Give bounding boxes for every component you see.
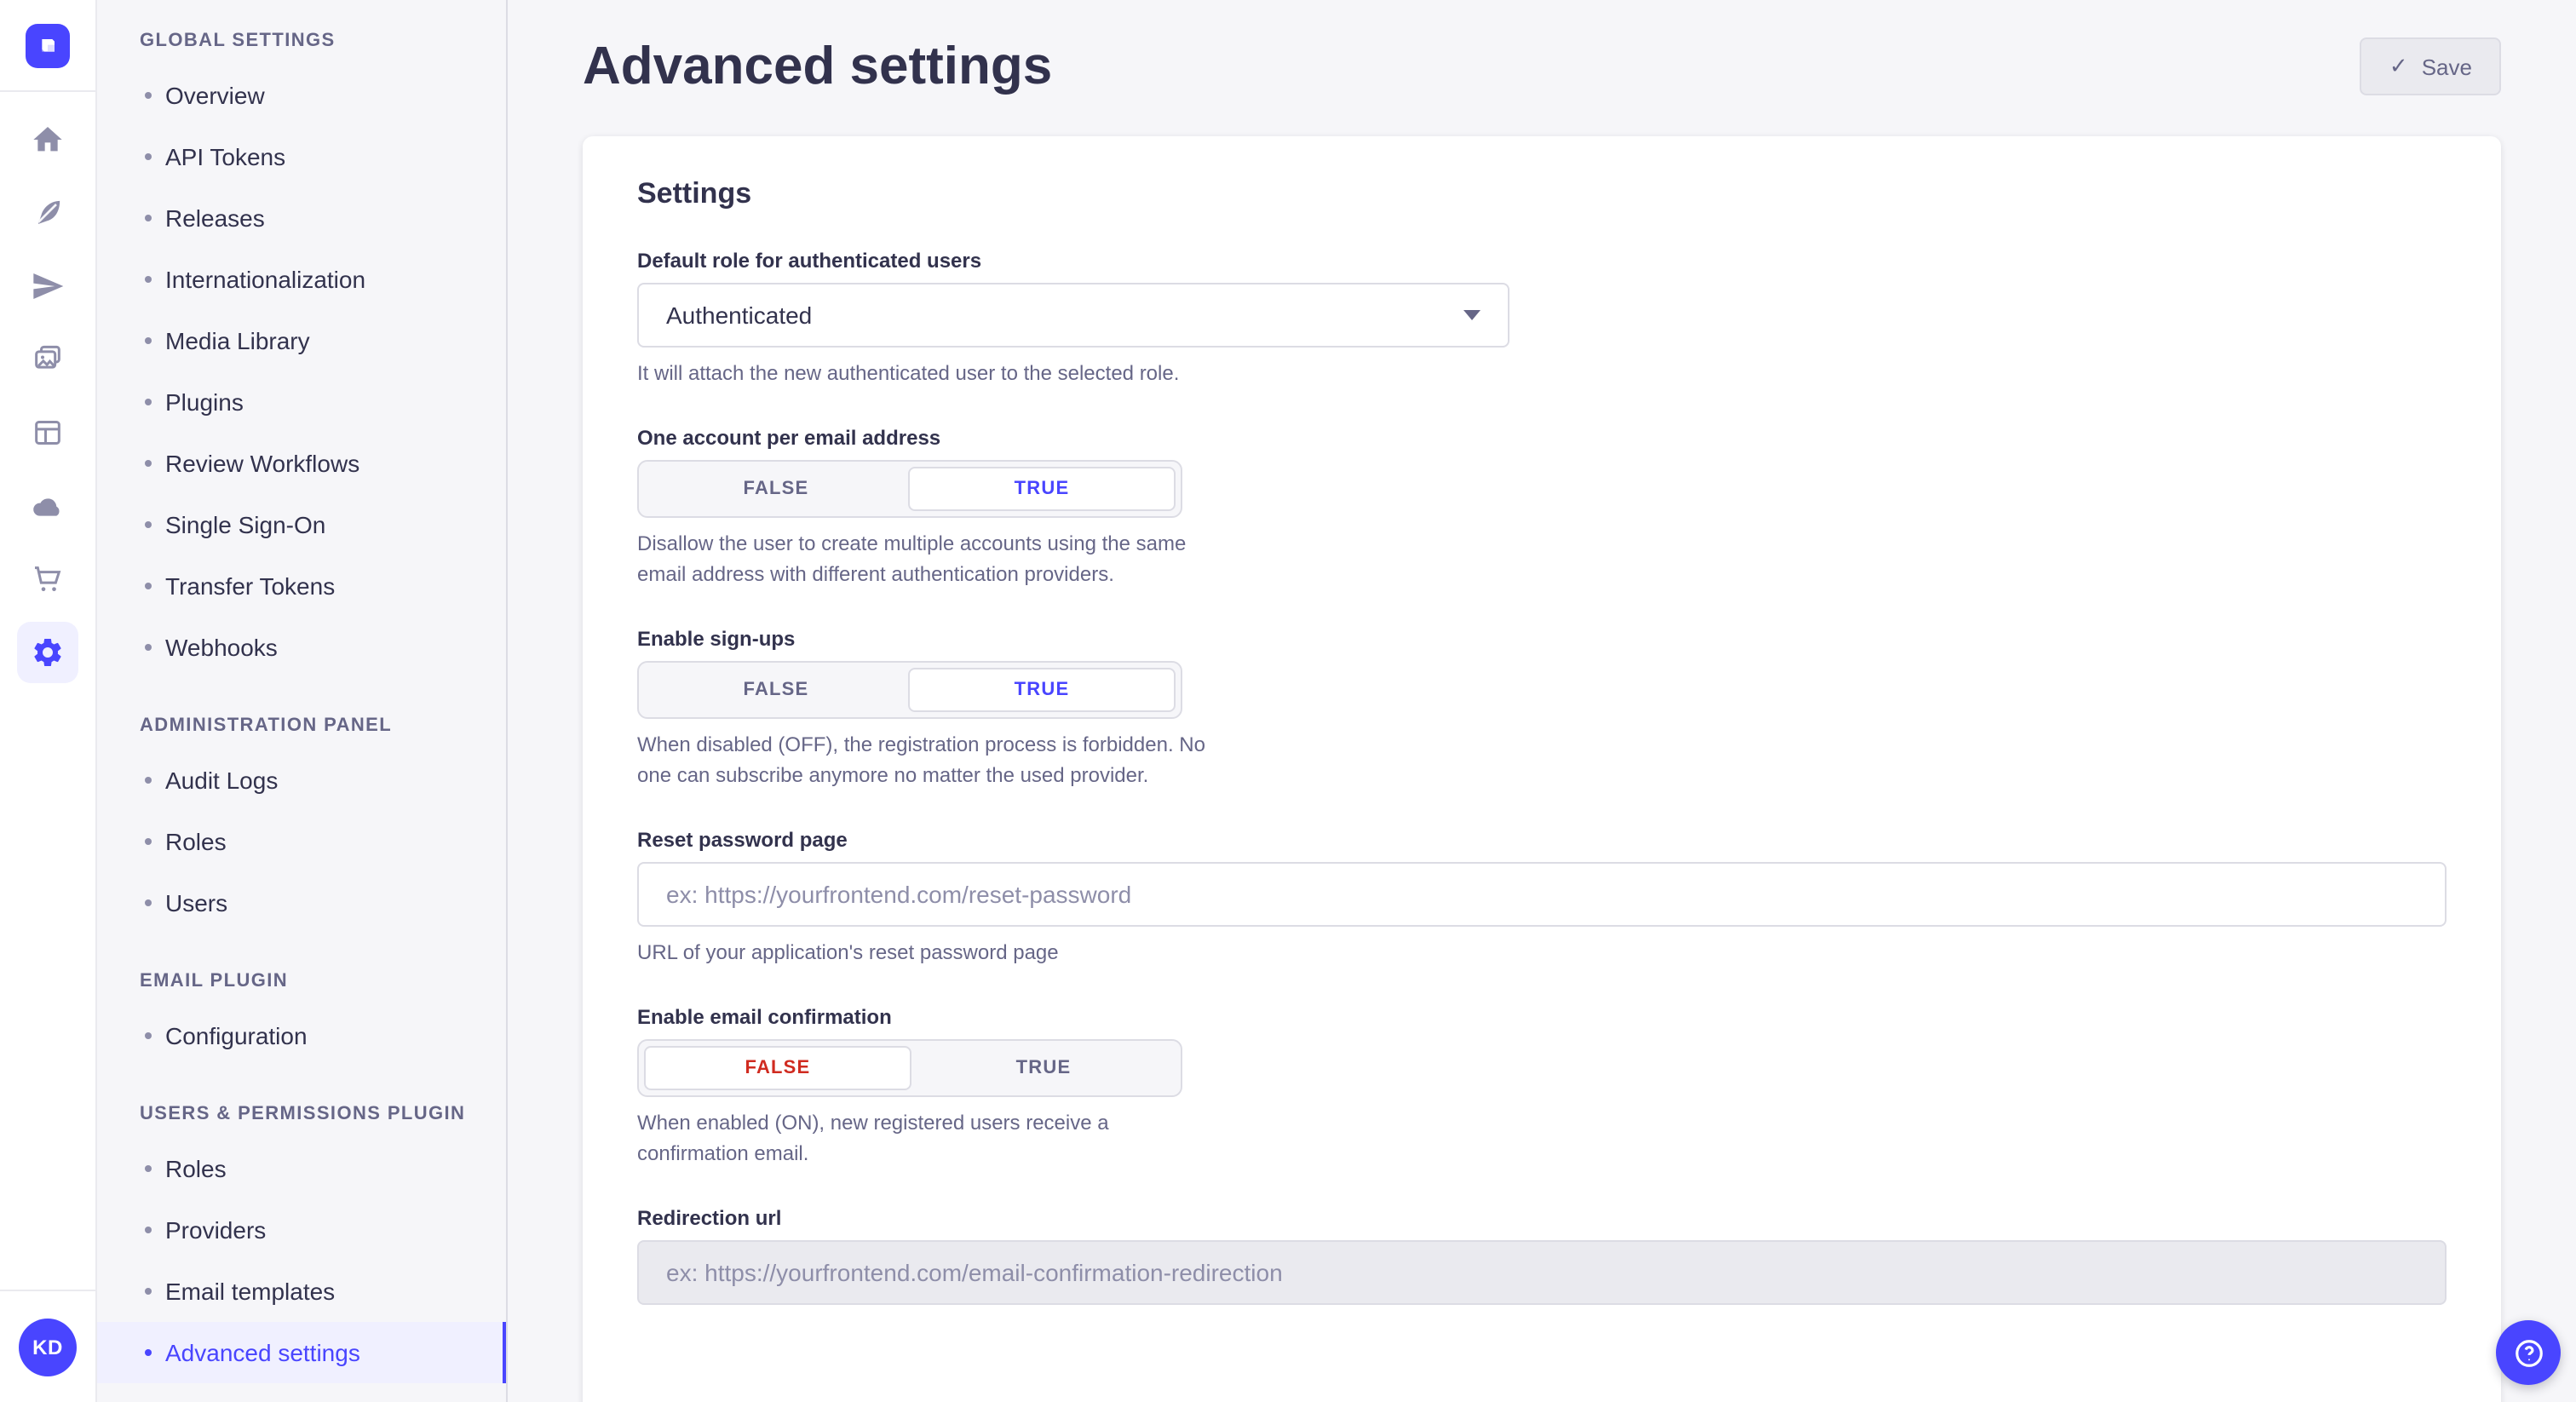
field-hint: When enabled (ON), new registered users … — [637, 1111, 1109, 1165]
settings-subnav: GLOBAL SETTINGS Overview API Tokens Rele… — [95, 0, 508, 1402]
sidebar-item-email-configuration[interactable]: Configuration — [95, 1005, 506, 1066]
subnav-section-title: USERS & PERMISSIONS PLUGIN — [140, 1104, 466, 1124]
field-default-role: Default role for authenticated users Aut… — [637, 249, 2447, 389]
check-icon: ✓ — [2389, 53, 2408, 78]
subnav-section-title: ADMINISTRATION PANEL — [140, 715, 393, 736]
cart-icon[interactable] — [17, 549, 78, 610]
sidebar-item-up-advanced-settings[interactable]: Advanced settings — [95, 1322, 506, 1383]
email-confirmation-false-option[interactable]: FALSE — [644, 1046, 911, 1091]
field-one-account: One account per email address FALSE TRUE… — [637, 427, 2447, 590]
settings-gear-icon[interactable] — [17, 622, 78, 683]
sidebar-item-admin-users[interactable]: Users — [95, 872, 506, 934]
icon-rail: KD — [0, 0, 97, 1402]
one-account-toggle: FALSE TRUE — [637, 460, 1182, 519]
sidebar-item-api-tokens[interactable]: API Tokens — [95, 126, 506, 187]
main-content: Advanced settings ✓ Save Settings Defaul… — [508, 0, 2576, 1402]
strapi-logo-icon[interactable] — [26, 23, 70, 67]
settings-card: Settings Default role for authenticated … — [583, 136, 2501, 1402]
sidebar-item-media-library[interactable]: Media Library — [95, 310, 506, 371]
media-images-icon[interactable] — [17, 329, 78, 390]
question-mark-icon — [2515, 1339, 2542, 1366]
field-label: One account per email address — [637, 426, 941, 451]
field-hint: URL of your application's reset password… — [637, 939, 1059, 964]
field-hint: When disabled (OFF), the registration pr… — [637, 733, 1205, 787]
reset-password-input[interactable] — [637, 861, 2447, 927]
subnav-section-title: EMAIL PLUGIN — [140, 971, 289, 991]
send-icon[interactable] — [17, 256, 78, 317]
layout-icon[interactable] — [17, 402, 78, 463]
sidebar-item-admin-roles[interactable]: Roles — [95, 811, 506, 872]
sidebar-item-transfer-tokens[interactable]: Transfer Tokens — [95, 555, 506, 617]
rail-bottom: KD — [0, 1290, 95, 1402]
field-reset-password: Reset password page URL of your applicat… — [637, 828, 2447, 968]
redirection-url-input[interactable] — [637, 1240, 2447, 1306]
sidebar-item-plugins[interactable]: Plugins — [95, 371, 506, 433]
sidebar-item-up-roles[interactable]: Roles — [95, 1138, 506, 1199]
logo-container — [0, 0, 95, 92]
sidebar-item-single-sign-on[interactable]: Single Sign-On — [95, 494, 506, 555]
field-hint: It will attach the new authenticated use… — [637, 361, 1180, 385]
email-confirmation-true-option[interactable]: TRUE — [1015, 1058, 1072, 1079]
sidebar-item-audit-logs[interactable]: Audit Logs — [95, 750, 506, 811]
page-title: Advanced settings — [583, 36, 1053, 95]
save-button-label: Save — [2421, 54, 2472, 79]
page-header: Advanced settings ✓ Save — [583, 0, 2501, 106]
chevron-down-icon — [1463, 310, 1481, 320]
field-label: Enable sign-ups — [637, 627, 796, 652]
sidebar-item-up-providers[interactable]: Providers — [95, 1199, 506, 1261]
select-value: Authenticated — [666, 302, 813, 329]
help-button[interactable] — [2496, 1320, 2561, 1385]
field-label: Redirection url — [637, 1206, 782, 1231]
email-confirmation-toggle: FALSE TRUE — [637, 1039, 1182, 1098]
field-label: Default role for authenticated users — [637, 249, 982, 273]
field-email-confirmation: Enable email confirmation FALSE TRUE Whe… — [637, 1006, 2447, 1169]
sidebar-item-up-email-templates[interactable]: Email templates — [95, 1261, 506, 1322]
field-hint: Disallow the user to create multiple acc… — [637, 531, 1187, 586]
field-enable-signups: Enable sign-ups FALSE TRUE When disabled… — [637, 627, 2447, 790]
one-account-false-option[interactable]: FALSE — [743, 479, 809, 500]
enable-signups-true-option[interactable]: TRUE — [908, 668, 1176, 713]
field-label: Reset password page — [637, 827, 848, 852]
home-icon[interactable] — [17, 109, 78, 170]
subnav-section-title: GLOBAL SETTINGS — [140, 31, 336, 51]
sidebar-item-webhooks[interactable]: Webhooks — [95, 617, 506, 678]
field-label: Enable email confirmation — [637, 1005, 892, 1030]
enable-signups-toggle: FALSE TRUE — [637, 661, 1182, 720]
settings-section-title: Settings — [637, 177, 752, 210]
cloud-icon[interactable] — [17, 475, 78, 537]
enable-signups-false-option[interactable]: FALSE — [743, 680, 809, 701]
field-redirection-url: Redirection url — [637, 1206, 2447, 1306]
rail-nav — [17, 92, 78, 1290]
user-avatar[interactable]: KD — [19, 1318, 77, 1376]
one-account-true-option[interactable]: TRUE — [908, 467, 1176, 512]
sidebar-item-overview[interactable]: Overview — [95, 65, 506, 126]
sidebar-item-internationalization[interactable]: Internationalization — [95, 249, 506, 310]
save-button[interactable]: ✓ Save — [2360, 37, 2501, 95]
sidebar-item-releases[interactable]: Releases — [95, 187, 506, 249]
feather-icon[interactable] — [17, 182, 78, 244]
default-role-select[interactable]: Authenticated — [637, 283, 1509, 348]
sidebar-item-review-workflows[interactable]: Review Workflows — [95, 433, 506, 494]
